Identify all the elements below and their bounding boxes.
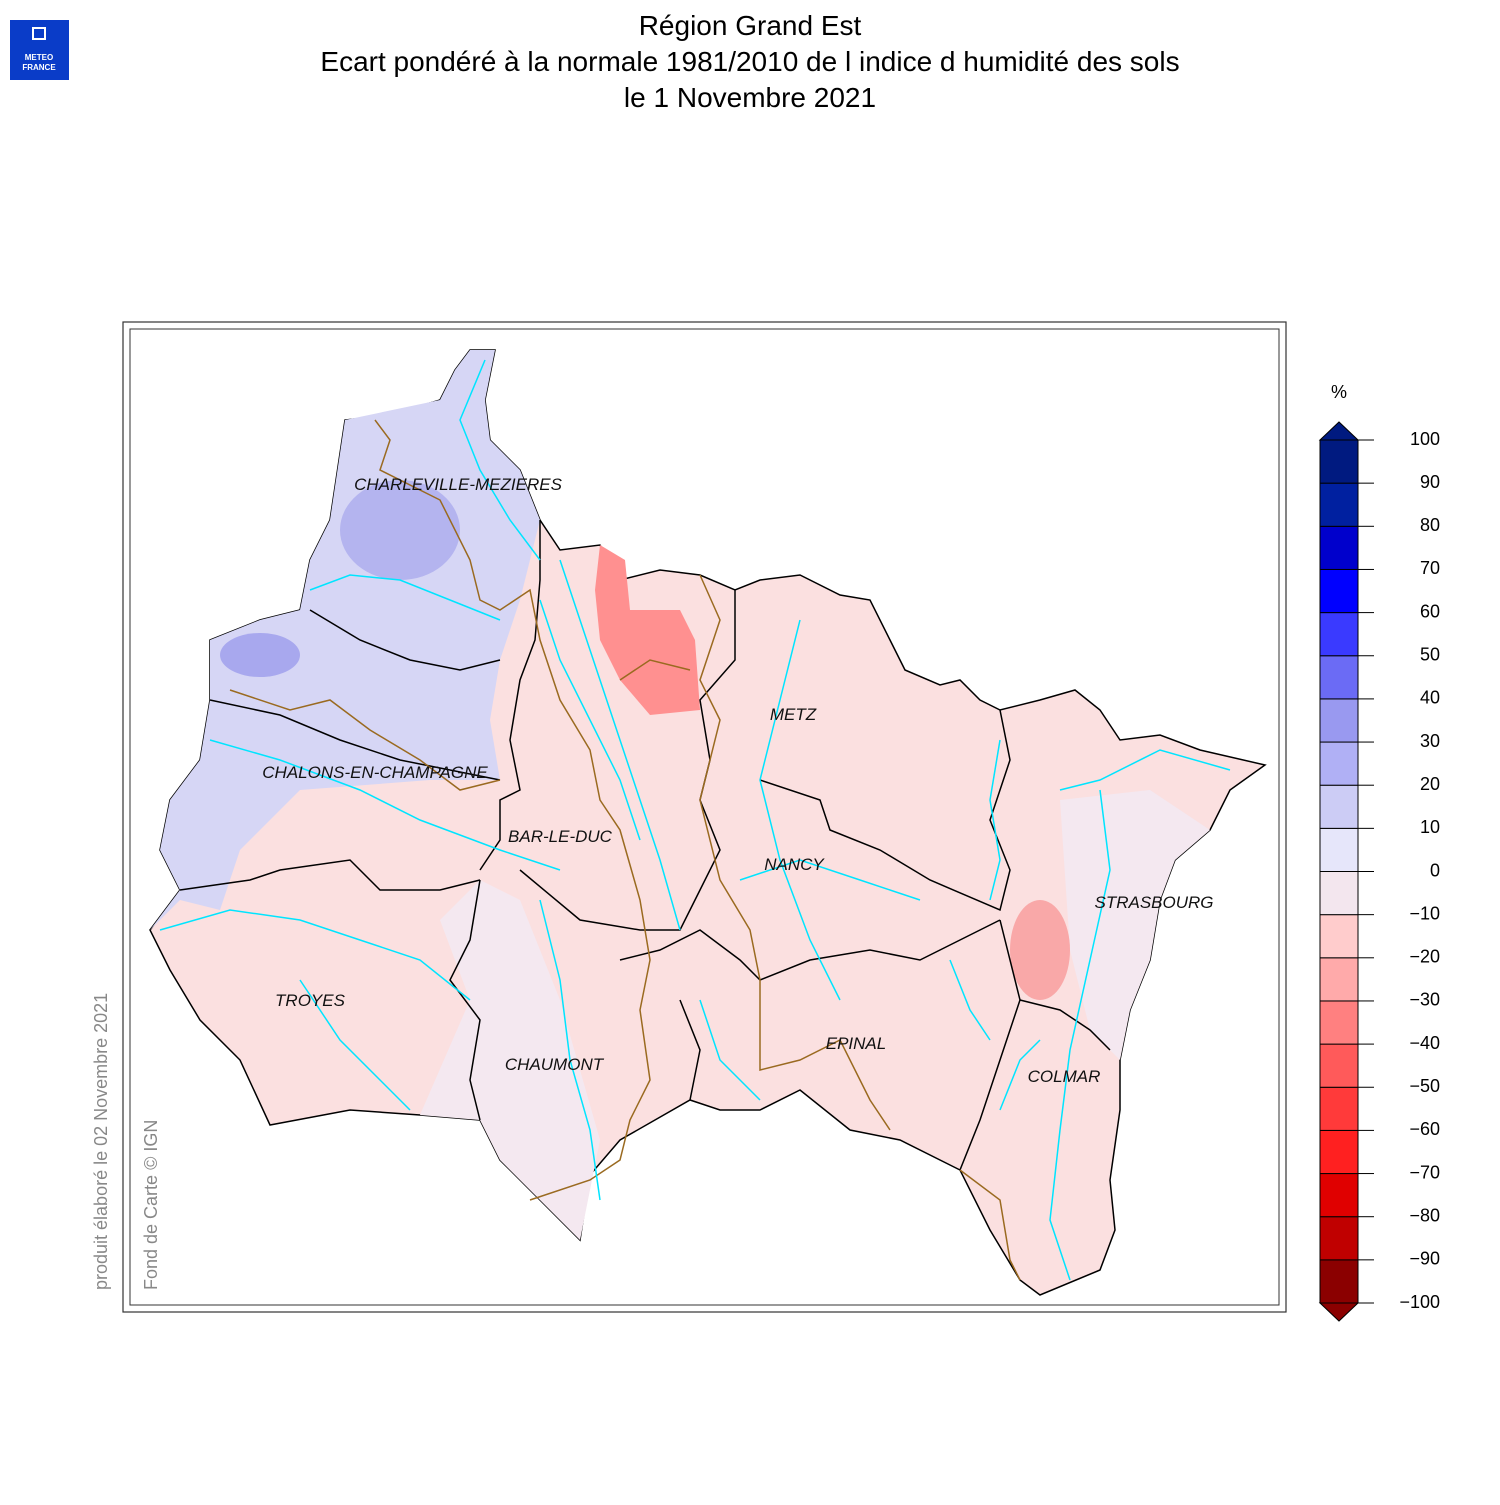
color-band: [1319, 871, 1359, 916]
map: [149, 349, 1267, 1296]
tick-label: −60: [1409, 1119, 1440, 1139]
color-band: [1319, 482, 1359, 527]
title: Région Grand Est: [639, 10, 862, 41]
city-label: CHALONS-EN-CHAMPAGNE: [262, 763, 488, 782]
tick-label: −80: [1409, 1205, 1440, 1225]
city-label: EPINAL: [826, 1034, 886, 1053]
city-label: STRASBOURG: [1094, 893, 1213, 912]
dry-zone: [420, 880, 600, 1240]
city-label: CHARLEVILLE-MEZIERES: [354, 475, 562, 494]
logo: METEO FRANCE: [10, 20, 69, 80]
tick-label: −70: [1409, 1162, 1440, 1182]
tick-label: 80: [1420, 515, 1440, 535]
color-band: [1319, 655, 1359, 700]
tick-label: 100: [1410, 429, 1440, 449]
title: Ecart pondéré à la normale 1981/2010 de …: [320, 46, 1179, 77]
logo-text: METEO: [25, 53, 53, 62]
department-borders: [179, 520, 1111, 1171]
color-band: [1319, 1000, 1359, 1045]
color-band: [1319, 1129, 1359, 1175]
tick-label: −10: [1409, 903, 1440, 923]
tick-label: 0: [1430, 860, 1440, 880]
basin-borders: [229, 419, 1021, 1281]
tick-label: 60: [1420, 601, 1440, 621]
logo-text: FRANCE: [22, 63, 56, 72]
color-band: [1319, 698, 1359, 743]
tick-label: 30: [1420, 731, 1440, 751]
dry-zone: [595, 545, 700, 715]
tick-label: 20: [1420, 774, 1440, 794]
color-band: [1319, 1086, 1359, 1131]
colorbar-arrow: [1318, 421, 1360, 441]
tick-label: −50: [1409, 1076, 1440, 1096]
dry-zone: [1010, 900, 1070, 1000]
colorbar: −100−90−80−70−60−50−40−30−20−10010203040…: [1318, 421, 1440, 1322]
city-label: METZ: [770, 705, 817, 724]
tick-label: −90: [1409, 1249, 1440, 1269]
color-band: [1319, 827, 1359, 872]
city-label: NANCY: [764, 855, 825, 874]
rivers: [159, 359, 1231, 1281]
tick-label: 40: [1420, 688, 1440, 708]
map-frame: [122, 321, 1287, 1313]
tick-label: −30: [1409, 990, 1440, 1010]
tick-label: 50: [1420, 645, 1440, 665]
tick-label: 70: [1420, 558, 1440, 578]
tick-label: 10: [1420, 817, 1440, 837]
wet-zone: [220, 633, 300, 677]
color-band: [1319, 914, 1359, 959]
tick-label: −20: [1409, 947, 1440, 967]
color-band: [1319, 568, 1359, 614]
tick-label: −100: [1399, 1292, 1440, 1312]
color-band: [1319, 525, 1359, 570]
color-band: [1319, 1216, 1359, 1261]
tick-label: 90: [1420, 472, 1440, 492]
map-frame: [129, 328, 1280, 1306]
color-band: [1319, 1043, 1359, 1088]
city-label: BAR-LE-DUC: [508, 827, 613, 846]
logo-icon: [32, 27, 46, 40]
logo-box: [10, 20, 69, 80]
colorbar-arrow: [1318, 1302, 1360, 1322]
credit: produit élaboré le 02 Novembre 2021: [91, 993, 111, 1290]
city-label: COLMAR: [1028, 1067, 1101, 1086]
color-band: [1319, 957, 1359, 1002]
color-band: [1319, 784, 1359, 829]
city-label: CHAUMONT: [505, 1055, 605, 1074]
color-band: [1319, 1173, 1359, 1218]
legend-unit: %: [1331, 382, 1347, 402]
tick-label: −40: [1409, 1033, 1440, 1053]
color-band: [1319, 1259, 1359, 1304]
dry-zone: [1060, 790, 1210, 1060]
color-band: [1319, 741, 1359, 786]
city-label: TROYES: [275, 991, 346, 1010]
color-band: [1319, 612, 1359, 657]
credit: Fond de Carte © IGN: [141, 1120, 161, 1290]
title: le 1 Novembre 2021: [624, 82, 876, 113]
city-labels: CHARLEVILLE-MEZIERES METZ CHALONS-EN-CHAMP…: [262, 475, 1213, 1086]
color-band: [1319, 439, 1359, 484]
wet-zone: [340, 480, 460, 580]
